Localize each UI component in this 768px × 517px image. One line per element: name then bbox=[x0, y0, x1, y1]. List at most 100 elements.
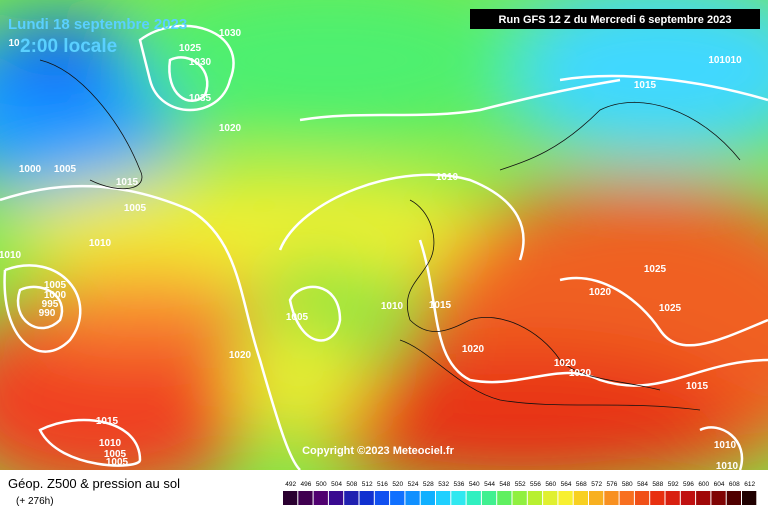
legend-swatch bbox=[711, 491, 726, 505]
legend-value: 504 bbox=[331, 481, 342, 488]
isobar-label: 995 bbox=[42, 299, 59, 310]
legend-swatch bbox=[512, 491, 527, 505]
isobar-label: 1030 bbox=[189, 57, 212, 68]
isobar-label: 1015 bbox=[116, 177, 139, 188]
legend-value: 544 bbox=[484, 481, 495, 488]
legend-value: 512 bbox=[362, 481, 373, 488]
legend-value: 496 bbox=[301, 481, 312, 488]
legend-value: 492 bbox=[285, 481, 296, 488]
legend-value: 548 bbox=[499, 481, 510, 488]
legend-value: 564 bbox=[561, 481, 572, 488]
legend-swatch bbox=[374, 491, 390, 505]
legend-value: 584 bbox=[637, 481, 648, 488]
isobar-label: 1010 bbox=[381, 301, 404, 312]
legend: 492 496 500 504 508 512 516 520 524 528 532 536 540 5… bbox=[283, 481, 757, 505]
legend-value: 520 bbox=[392, 481, 403, 488]
isobar-label: 1005 bbox=[104, 449, 127, 460]
legend-swatch bbox=[328, 491, 344, 505]
legend-value: 524 bbox=[408, 481, 419, 488]
legend-swatch bbox=[497, 491, 512, 505]
legend-swatch bbox=[634, 491, 650, 505]
legend-value: 536 bbox=[454, 481, 465, 488]
legend-value: 580 bbox=[622, 481, 633, 488]
legend-swatch bbox=[696, 491, 711, 505]
legend-value: 596 bbox=[683, 481, 694, 488]
isobar-label: 1005 bbox=[54, 164, 77, 175]
legend-swatch bbox=[420, 491, 435, 505]
legend-swatch bbox=[390, 491, 405, 505]
isobar-label: 1000 bbox=[44, 290, 67, 301]
legend-swatch bbox=[359, 491, 374, 505]
legend-value: 576 bbox=[607, 481, 618, 488]
legend-swatch bbox=[283, 491, 298, 505]
legend-value: 612 bbox=[744, 481, 755, 488]
isobar-label: 1020 bbox=[462, 344, 485, 355]
isobar-label: 1015 bbox=[429, 300, 452, 311]
run-info: Run GFS 12 Z du Mercredi 6 septembre 202… bbox=[499, 14, 732, 26]
isobar-label: 1005 bbox=[286, 312, 309, 323]
isobar-label: 1010 bbox=[89, 238, 112, 249]
legend-value: 532 bbox=[438, 481, 449, 488]
isobars bbox=[0, 24, 768, 470]
legend-swatch bbox=[344, 491, 359, 505]
isobar-label: 1035 bbox=[189, 93, 212, 104]
isobar-label: 990 bbox=[39, 308, 56, 319]
legend-swatch bbox=[680, 491, 696, 505]
isobar-label: 1020 bbox=[569, 368, 592, 379]
legend-swatch bbox=[619, 491, 634, 505]
isobar-label: 1020 bbox=[554, 358, 577, 369]
legend-value: 572 bbox=[591, 481, 602, 488]
legend-swatch bbox=[742, 491, 757, 505]
legend-swatch bbox=[604, 491, 619, 505]
legend-value: 608 bbox=[729, 481, 740, 488]
isobar-label: 1010 bbox=[714, 440, 737, 451]
legend-swatch bbox=[558, 491, 573, 505]
legend-swatch bbox=[466, 491, 481, 505]
isobar-label: 1015 bbox=[686, 381, 709, 392]
legend-swatch bbox=[527, 491, 543, 505]
isobar-label: 101010 bbox=[708, 55, 742, 66]
isobar-label: 1010 bbox=[716, 461, 739, 472]
legend-value: 500 bbox=[316, 481, 327, 488]
isobar-label: 1025 bbox=[644, 264, 667, 275]
lead-time: (+ 276h) bbox=[16, 496, 54, 507]
legend-swatch bbox=[451, 491, 466, 505]
isobar-label: 1010 bbox=[99, 438, 122, 449]
coastlines bbox=[39, 59, 741, 411]
footer-title: Géop. Z500 & pression au sol bbox=[8, 476, 180, 491]
legend-value: 568 bbox=[576, 481, 587, 488]
valid-time: Lundi 18 septembre 2023 bbox=[8, 16, 187, 33]
legend-swatch bbox=[436, 491, 451, 505]
legend-value: 508 bbox=[346, 481, 357, 488]
legend-value: 540 bbox=[469, 481, 480, 488]
isobar-label: 1005 bbox=[44, 280, 67, 291]
isobar-label: 1015 bbox=[96, 416, 119, 427]
legend-value: 604 bbox=[714, 481, 725, 488]
legend-value: 556 bbox=[530, 481, 541, 488]
legend-swatch bbox=[298, 491, 313, 505]
legend-value: 516 bbox=[377, 481, 388, 488]
isobar-label: 1010 bbox=[436, 172, 459, 183]
legend-swatch bbox=[573, 491, 588, 505]
legend-value: 600 bbox=[698, 481, 709, 488]
legend-value: 528 bbox=[423, 481, 434, 488]
isobar-label: 1015 bbox=[634, 80, 657, 91]
legend-swatch bbox=[665, 491, 680, 505]
run-box bbox=[470, 9, 760, 29]
copyright: Copyright ©2023 Meteociel.fr bbox=[302, 445, 454, 457]
isobar-label: 1010 bbox=[0, 250, 22, 261]
isobar-label: 1005 bbox=[106, 457, 129, 468]
legend-value: 588 bbox=[652, 481, 663, 488]
isobar-label: 1020 bbox=[229, 350, 252, 361]
legend-swatch bbox=[481, 491, 497, 505]
legend-value: 552 bbox=[515, 481, 526, 488]
isobar-label: 1005 bbox=[124, 203, 147, 214]
isobar-label: 10 bbox=[8, 38, 20, 49]
legend-swatch bbox=[313, 491, 328, 505]
isobar-label: 1020 bbox=[589, 287, 612, 298]
local-time: 2:00 locale bbox=[20, 36, 117, 57]
legend-swatch bbox=[589, 491, 604, 505]
isobar-label: 1000 bbox=[19, 164, 42, 175]
